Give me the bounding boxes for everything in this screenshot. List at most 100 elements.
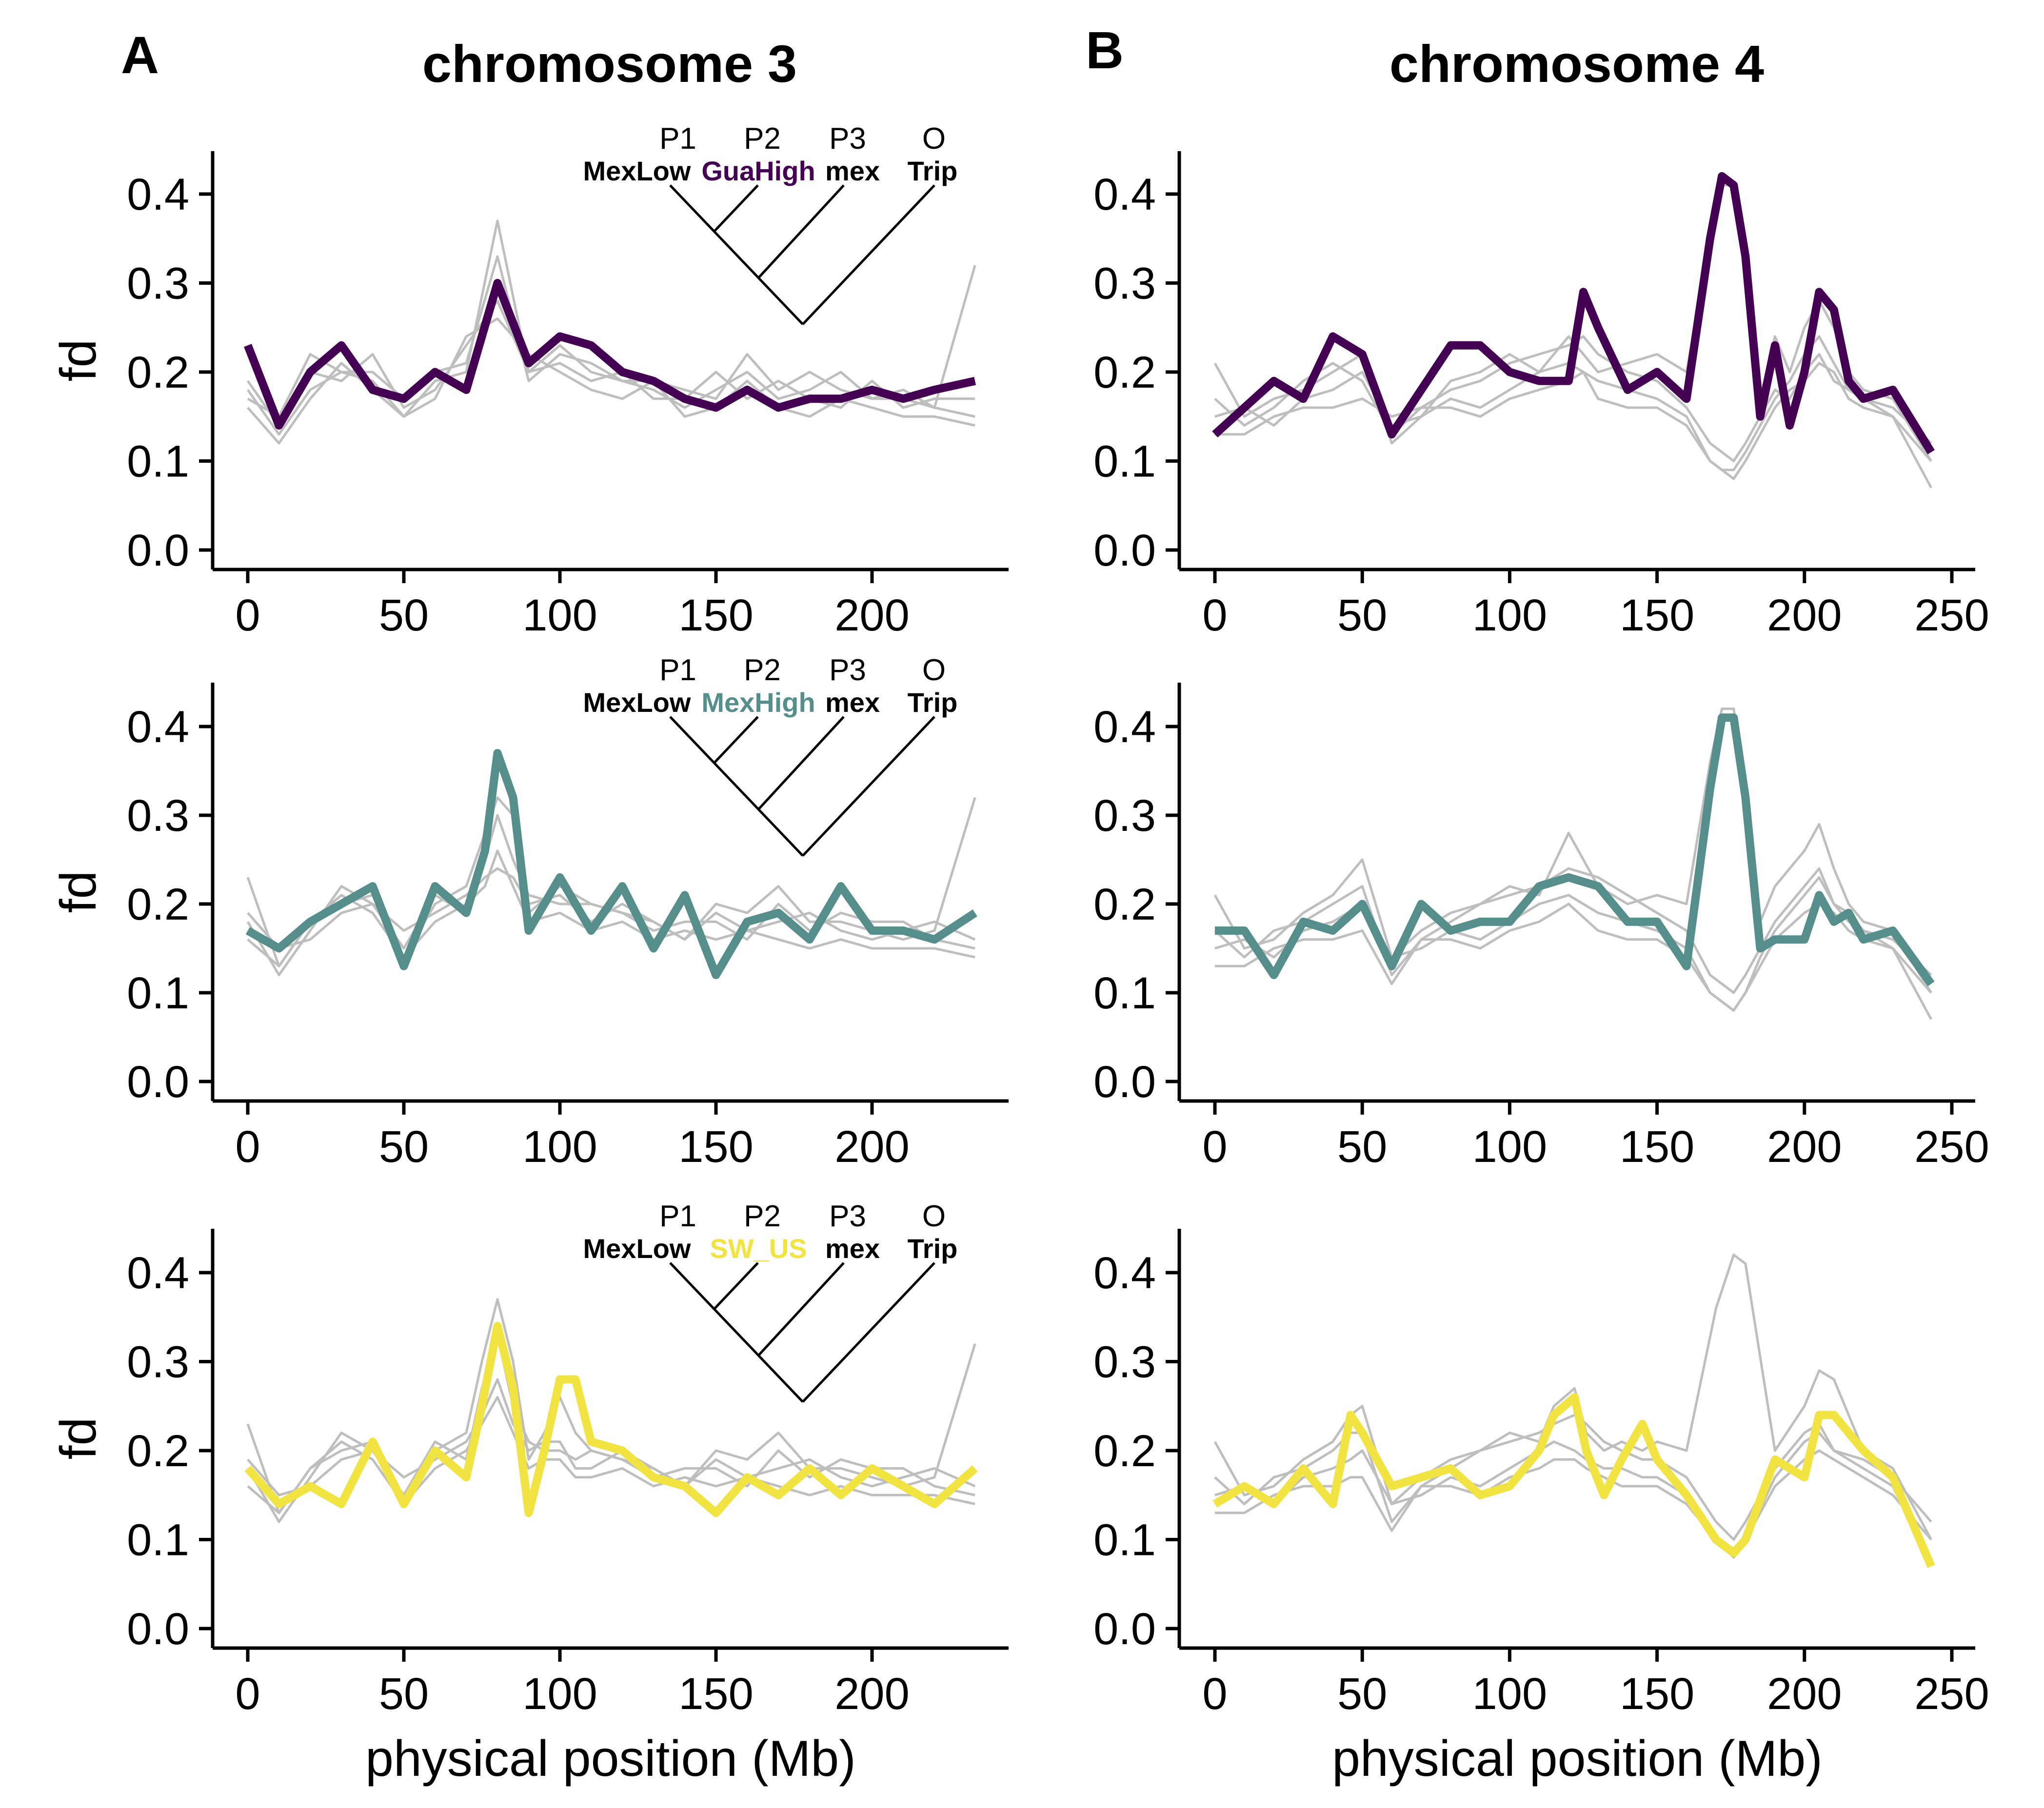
tree-branch xyxy=(802,1262,935,1403)
tree-diagram: P1 P2 P3 O MexLow GuaHigh mex Trip xyxy=(583,122,957,325)
x-tick-label: 50 xyxy=(1337,1122,1387,1172)
series-line-background xyxy=(246,299,975,427)
tree-label-p2: P2 xyxy=(744,122,781,156)
tree-taxon-label: MexLow xyxy=(583,687,691,718)
y-axis-title: fd xyxy=(50,1417,107,1460)
tree-label-p1: P1 xyxy=(659,653,696,687)
tree-taxon-label: SW_US xyxy=(710,1233,807,1264)
tree-branch xyxy=(713,184,759,233)
series-line-background xyxy=(1213,707,1932,994)
tree-diagram: P1 P2 P3 O MexLow SW_US mex Trip xyxy=(583,1199,958,1403)
series-line-background xyxy=(1214,335,1932,489)
tree-branch xyxy=(757,1262,845,1356)
x-tick-label: 200 xyxy=(834,1122,910,1172)
x-tick-label: 200 xyxy=(834,1669,910,1719)
x-tick-label: 150 xyxy=(1620,590,1695,640)
x-tick-label: 250 xyxy=(1914,1122,1989,1172)
tree-label-p3: P3 xyxy=(829,122,866,156)
x-tick-label: 0 xyxy=(235,590,260,640)
tree-branch xyxy=(802,184,935,325)
x-tick-label: 50 xyxy=(1337,1669,1387,1719)
x-tick-label: 0 xyxy=(1202,1669,1227,1719)
tree-taxon-label: mex xyxy=(825,156,880,186)
y-tick-label: 0.3 xyxy=(127,259,189,309)
y-tick-label: 0.0 xyxy=(127,1057,189,1107)
tree-label-o: O xyxy=(922,653,946,687)
y-tick-label: 0.3 xyxy=(1093,259,1156,309)
tree-branch xyxy=(802,716,935,857)
y-tick-label: 0.4 xyxy=(127,702,189,752)
x-tick-label: 150 xyxy=(678,590,754,640)
tree-taxon-label: MexLow xyxy=(583,156,691,186)
x-axis-title: physical position (Mb) xyxy=(365,1730,856,1787)
y-tick-label: 0.1 xyxy=(127,1515,189,1565)
x-tick-label: 50 xyxy=(379,1669,429,1719)
x-tick-label: 200 xyxy=(1767,1669,1842,1719)
series-line-mexhigh xyxy=(1215,713,1935,986)
x-tick-label: 150 xyxy=(678,1669,754,1719)
panel-r1-c0: 0.0 0.1 0.2 0.3 0.4 0 50 100 150 200 fd P1 P2 P3 O MexL… xyxy=(50,653,1009,1172)
x-tick-label: 100 xyxy=(522,590,597,640)
column-title-chromosome-4: chromosome 4 xyxy=(1389,34,1764,93)
x-tick-label: 150 xyxy=(678,1122,754,1172)
y-tick-label: 0.1 xyxy=(1093,1515,1156,1565)
x-tick-label: 100 xyxy=(1472,590,1548,640)
series-line-guahigh xyxy=(1212,172,1935,454)
tree-label-p1: P1 xyxy=(659,1199,696,1233)
tree-branch xyxy=(669,184,804,325)
x-tick-label: 150 xyxy=(1620,1669,1695,1719)
x-tick-label: 250 xyxy=(1914,590,1989,640)
tree-taxon-label: Trip xyxy=(908,687,958,718)
y-axis-title: fd xyxy=(50,339,107,382)
panel-r0-c1: 0.0 0.1 0.2 0.3 0.4 0 50 100 150 200 250 xyxy=(1093,151,1989,640)
y-tick-label: 0.1 xyxy=(127,968,189,1018)
panel-r2-c0: 0.0 0.1 0.2 0.3 0.4 0 50 100 150 200 fd physical po… xyxy=(50,1199,1009,1787)
tree-taxon-label: MexLow xyxy=(583,1233,691,1264)
x-tick-label: 100 xyxy=(1472,1122,1548,1172)
x-tick-label: 100 xyxy=(522,1122,597,1172)
y-tick-label: 0.1 xyxy=(127,437,189,487)
x-tick-label: 0 xyxy=(235,1122,260,1172)
series-line-guahigh xyxy=(244,279,976,430)
x-tick-label: 50 xyxy=(1337,590,1387,640)
y-axis-title: fd xyxy=(50,871,107,913)
panel-r1-c1: 0.0 0.1 0.2 0.3 0.4 0 50 100 150 200 250 xyxy=(1093,683,1989,1172)
tree-branch xyxy=(669,716,804,857)
y-tick-label: 0.0 xyxy=(1093,1057,1156,1107)
y-tick-label: 0.3 xyxy=(127,791,189,841)
tree-taxon-label: GuaHigh xyxy=(701,156,815,186)
y-tick-label: 0.3 xyxy=(1093,791,1156,841)
y-tick-label: 0.2 xyxy=(1093,880,1156,929)
y-tick-label: 0.3 xyxy=(1093,1337,1156,1387)
tree-taxon-label: MexHigh xyxy=(701,687,815,718)
y-tick-label: 0.4 xyxy=(127,1248,189,1298)
y-tick-label: 0.4 xyxy=(1093,170,1156,219)
series-line-background xyxy=(1215,362,1932,480)
x-tick-label: 0 xyxy=(1202,590,1227,640)
y-tick-label: 0.0 xyxy=(1093,526,1156,575)
tree-label-o: O xyxy=(922,1199,946,1233)
y-tick-label: 0.2 xyxy=(1093,348,1156,397)
tree-branch xyxy=(669,1262,804,1403)
x-axis-title: physical position (Mb) xyxy=(1332,1730,1823,1787)
y-tick-label: 0.2 xyxy=(127,880,189,929)
tree-taxon-label: mex xyxy=(825,687,880,718)
tree-branch xyxy=(757,184,845,279)
panel-letter-b: B xyxy=(1086,20,1124,79)
panel-r0-c0: 0.0 0.1 0.2 0.3 0.4 0 50 100 150 200 fd P1 P2 P3 O MexL… xyxy=(50,122,1009,640)
series-line-background xyxy=(247,849,975,967)
column-title-chromosome-3: chromosome 3 xyxy=(422,34,797,93)
y-tick-label: 0.1 xyxy=(1093,968,1156,1018)
tree-label-p3: P3 xyxy=(829,653,866,687)
series-line-sw-us xyxy=(1212,1393,1935,1568)
tree-branch xyxy=(713,716,759,764)
y-tick-label: 0.1 xyxy=(1093,437,1156,487)
panel-r2-c1: 0.0 0.1 0.2 0.3 0.4 0 50 100 150 200 250 physical p… xyxy=(1093,1229,1989,1787)
tree-taxon-label: Trip xyxy=(908,1233,958,1264)
panel-letter-a: A xyxy=(121,25,159,84)
series-line-background xyxy=(1214,867,1932,994)
series-line-mexhigh xyxy=(245,749,977,980)
tree-label-p2: P2 xyxy=(744,1199,781,1233)
